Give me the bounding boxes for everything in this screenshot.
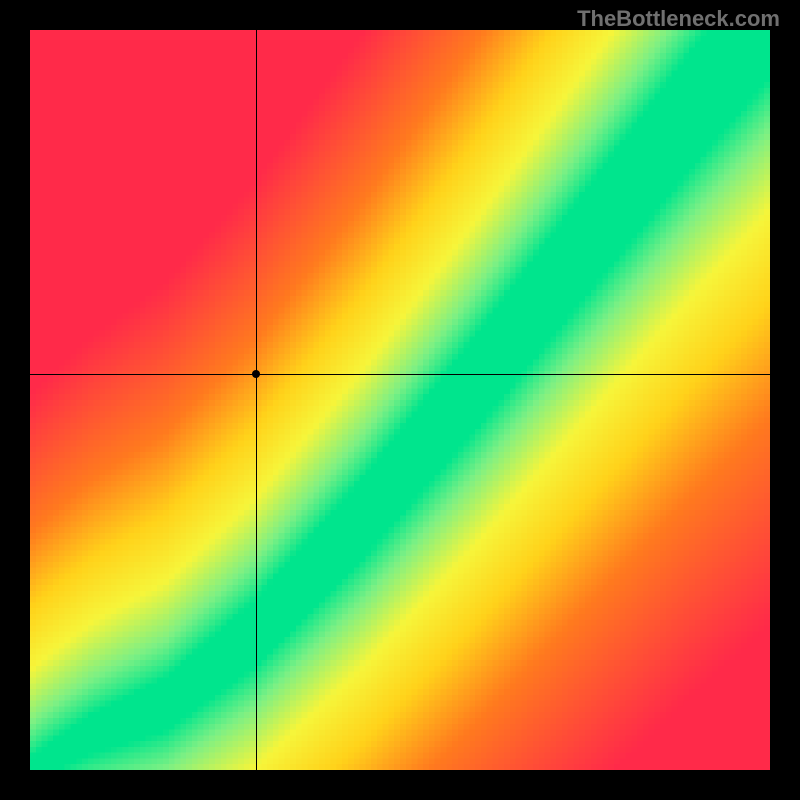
crosshair-vertical bbox=[256, 30, 257, 770]
crosshair-point bbox=[252, 370, 260, 378]
chart-container: TheBottleneck.com bbox=[0, 0, 800, 800]
watermark-text: TheBottleneck.com bbox=[577, 6, 780, 32]
heatmap-plot bbox=[30, 30, 770, 770]
heatmap-canvas bbox=[30, 30, 770, 770]
crosshair-horizontal bbox=[30, 374, 770, 375]
